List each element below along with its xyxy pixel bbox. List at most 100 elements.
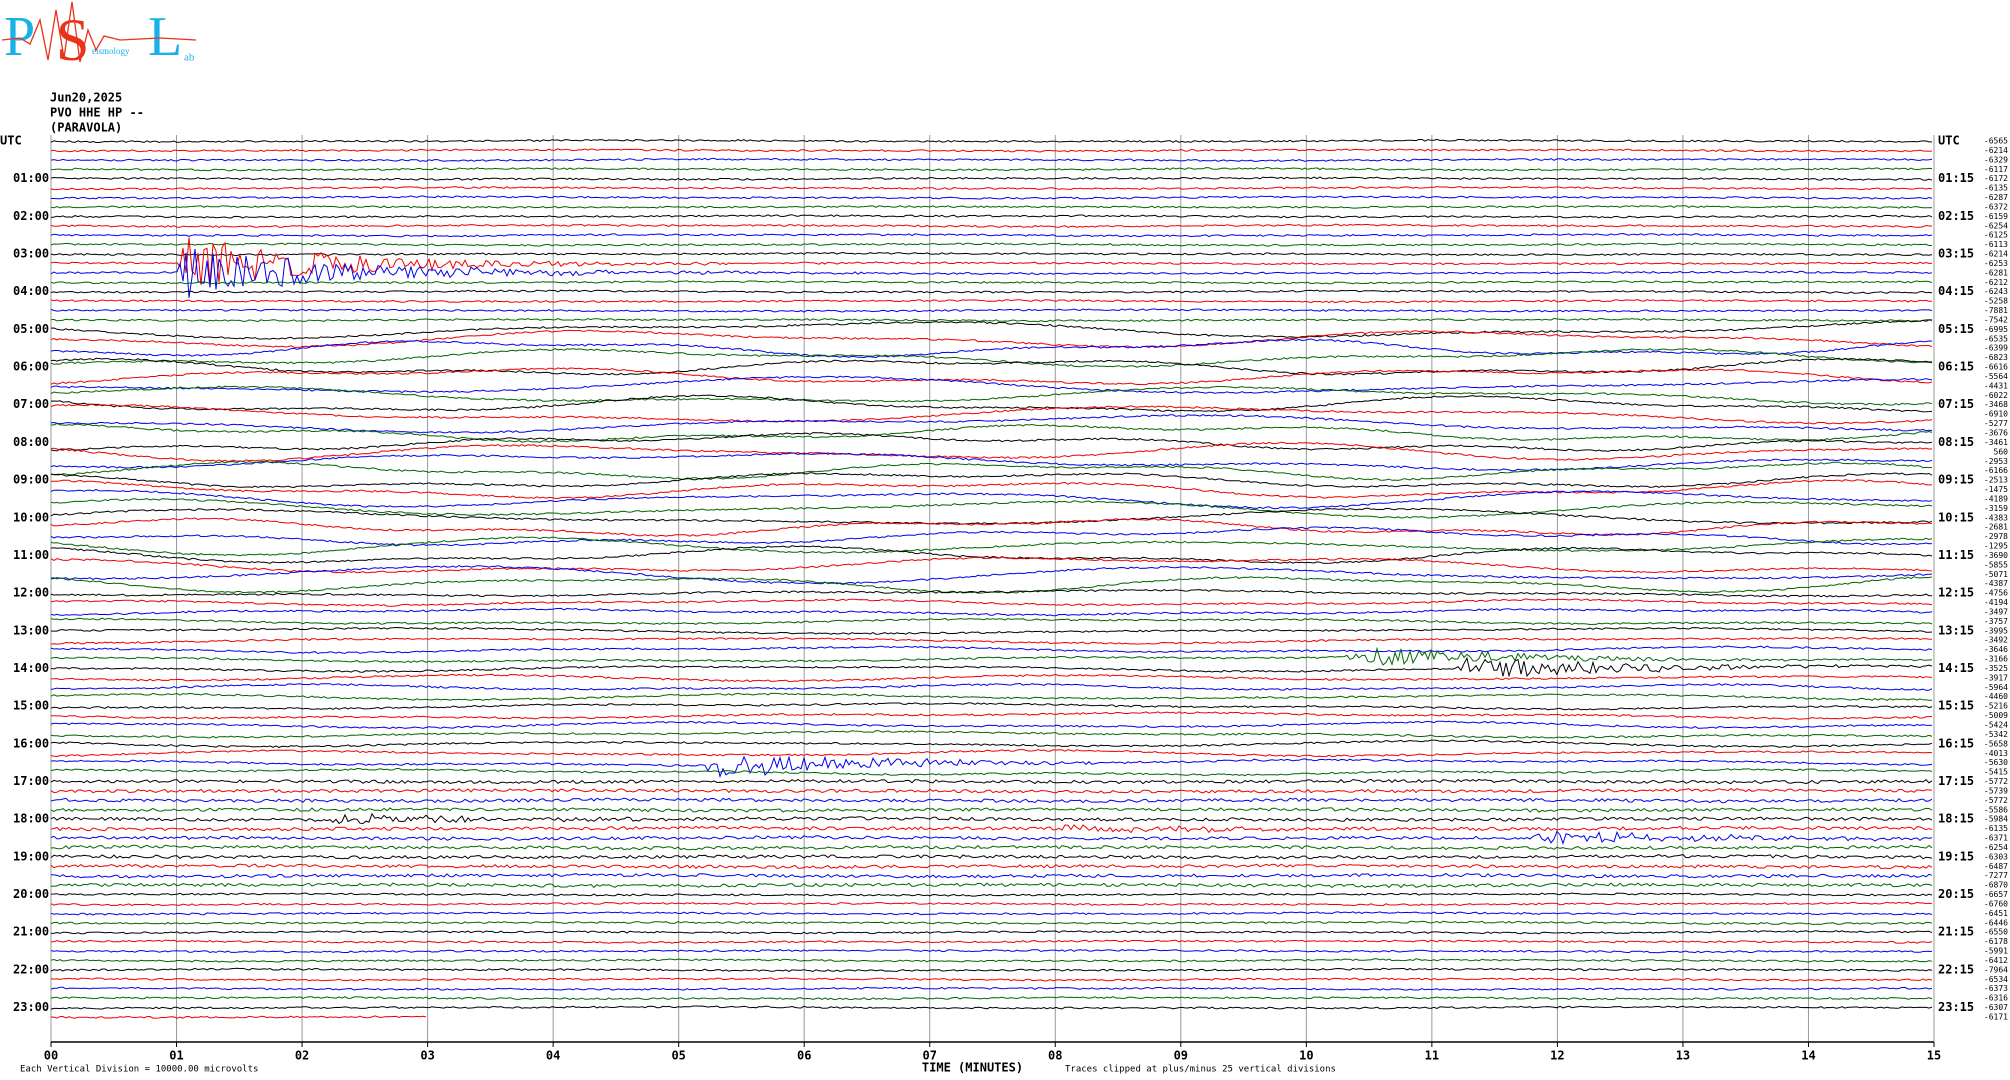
hour-label-right: 18:15 [1938, 812, 1974, 826]
x-tick-label: 14 [1801, 1049, 1815, 1063]
trace-offset: -6534 [1984, 975, 2008, 984]
x-tick-label: 10 [1299, 1049, 1313, 1063]
trace-offset: -5277 [1984, 419, 2008, 428]
trace [50, 347, 1933, 368]
trace [50, 367, 1933, 386]
trace [50, 223, 1933, 228]
trace-offset: -4387 [1984, 579, 2008, 588]
hour-label-right: 07:15 [1938, 397, 1974, 411]
trace [50, 185, 1933, 191]
trace-offset: -6303 [1984, 852, 2008, 861]
trace-offset: -6371 [1984, 834, 2008, 843]
trace [50, 645, 1933, 655]
trace [50, 214, 1933, 219]
trace-offset: -6307 [1984, 1003, 2008, 1012]
trace-offset: -1475 [1984, 485, 2008, 494]
trace-offset: -6135 [1984, 184, 2008, 193]
trace [50, 797, 1933, 804]
trace [50, 930, 1933, 935]
trace [50, 317, 1932, 323]
trace-offset: -5658 [1984, 739, 2008, 748]
trace [50, 767, 1933, 777]
trace [50, 598, 1933, 607]
trace [50, 329, 1933, 349]
trace [50, 536, 1933, 557]
hour-label-right: 23:15 [1938, 1000, 1974, 1014]
trace [50, 413, 1933, 434]
footer-left: Each Vertical Division = 10000.00 microv… [20, 1065, 258, 1075]
trace [50, 892, 1933, 897]
hour-label: 18:00 [13, 812, 49, 826]
trace [50, 338, 1933, 359]
trace [50, 452, 1933, 472]
trace-offset: -4460 [1984, 692, 2008, 701]
trace-offset: -5342 [1984, 730, 2008, 739]
x-tick-label: 12 [1550, 1049, 1564, 1063]
trace [50, 472, 1933, 489]
trace-offset: -6125 [1984, 231, 2008, 240]
trace [50, 749, 1933, 758]
trace-offset: -5772 [1984, 777, 2008, 786]
trace-offset: -3461 [1984, 438, 2008, 447]
trace-offset: -6212 [1984, 278, 2008, 287]
hour-label: 21:00 [13, 925, 49, 939]
trace-offset: -6373 [1984, 984, 2008, 993]
hour-label-right: 10:15 [1938, 510, 1974, 524]
trace-offset: -1295 [1984, 542, 2008, 551]
trace-offset: -6287 [1984, 193, 2008, 202]
trace [50, 636, 1933, 645]
trace [50, 787, 1933, 794]
hour-label-right: 11:15 [1938, 548, 1974, 562]
trace-offset: -6760 [1984, 899, 2008, 908]
trace [50, 702, 1933, 711]
trace-offset: -6316 [1984, 994, 2008, 1003]
hour-label: 19:00 [13, 849, 49, 863]
hour-label-right: 22:15 [1938, 962, 1974, 976]
trace [50, 1015, 427, 1019]
hour-label-right: 14:15 [1938, 661, 1974, 675]
trace-offset: -6910 [1984, 410, 2008, 419]
hour-label: 13:00 [13, 623, 49, 637]
trace-offset: -4189 [1984, 494, 2008, 503]
trace [50, 251, 1933, 257]
trace [50, 682, 1933, 691]
trace [50, 517, 1933, 537]
x-tick-label: 08 [1048, 1049, 1062, 1063]
x-tick-label: 03 [420, 1049, 434, 1063]
x-tick-label: 11 [1425, 1049, 1439, 1063]
trace-offset: -7881 [1984, 306, 2008, 315]
trace-offset: -5739 [1984, 786, 2008, 795]
x-tick-label: 04 [546, 1049, 560, 1063]
trace-offset: -6135 [1984, 824, 2008, 833]
trace-offset: -6022 [1984, 391, 2008, 400]
trace-offset: -5009 [1984, 711, 2008, 720]
trace [50, 545, 1933, 564]
trace [50, 626, 1933, 635]
trace-offset: -6159 [1984, 212, 2008, 221]
trace [50, 394, 1933, 413]
trace [50, 242, 1933, 247]
trace [50, 176, 1933, 181]
trace [50, 441, 1933, 463]
hour-label: 20:00 [13, 887, 49, 901]
trace-offset: -6254 [1984, 843, 2008, 852]
trace [50, 812, 1933, 825]
trace [51, 479, 1933, 500]
trace-offset: -3492 [1984, 636, 2008, 645]
trace-offset: -6254 [1984, 221, 2008, 230]
trace [50, 977, 1933, 982]
logo-letter: P [4, 6, 35, 68]
trace-offset: -3166 [1984, 655, 2008, 664]
hour-label: 05:00 [13, 322, 49, 336]
trace [50, 507, 1933, 525]
hour-label-right: UTC [1938, 134, 1960, 148]
trace [50, 863, 1933, 870]
trace-offset: -6451 [1984, 909, 2008, 918]
x-tick-label: 05 [671, 1049, 685, 1063]
trace [51, 195, 1933, 200]
hour-label-right: 15:15 [1938, 699, 1974, 713]
trace-offset: -3468 [1984, 400, 2008, 409]
trace-offset: -6214 [1984, 146, 2008, 155]
trace [50, 148, 1933, 153]
trace-offset: -5586 [1984, 805, 2008, 814]
